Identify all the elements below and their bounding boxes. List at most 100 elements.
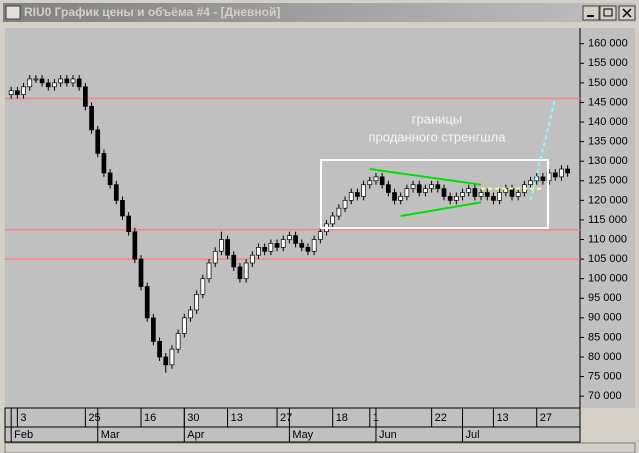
candle-body bbox=[287, 235, 292, 240]
candle-body bbox=[64, 78, 70, 84]
annotation: границы bbox=[412, 111, 462, 126]
candle-body bbox=[330, 215, 336, 225]
candle-body bbox=[219, 239, 224, 252]
candle-body bbox=[151, 317, 156, 342]
maximize-button[interactable] bbox=[599, 5, 617, 21]
candle-body bbox=[355, 192, 360, 197]
candle-body bbox=[293, 235, 298, 244]
trendline bbox=[369, 168, 482, 186]
candle-body bbox=[484, 192, 490, 197]
candle-body bbox=[101, 153, 107, 174]
month-label: Apr bbox=[187, 429, 204, 441]
candle-body bbox=[398, 196, 404, 201]
y-tick-label: 160 000 bbox=[588, 38, 628, 50]
x-tick-label: 22 bbox=[435, 412, 447, 424]
candle-body bbox=[138, 258, 144, 287]
y-tick-label: 85 000 bbox=[588, 331, 622, 343]
candle-body bbox=[509, 188, 515, 197]
x-tick-label: 27 bbox=[540, 412, 552, 424]
candle-body bbox=[385, 184, 391, 193]
trendline bbox=[400, 201, 482, 218]
candle-body bbox=[515, 192, 521, 197]
candle-body bbox=[237, 266, 243, 280]
candle-body bbox=[132, 231, 138, 260]
candle-body bbox=[231, 254, 237, 268]
candle-body bbox=[342, 200, 348, 209]
candle-body bbox=[27, 78, 33, 88]
candle-body bbox=[243, 262, 249, 280]
candle-body bbox=[8, 90, 14, 95]
candle-body bbox=[120, 200, 125, 217]
x-tick-label: 25 bbox=[88, 412, 100, 424]
candle-body bbox=[256, 247, 261, 256]
candle-body bbox=[262, 247, 268, 252]
candle-body bbox=[565, 168, 570, 174]
y-tick-label: 135 000 bbox=[588, 136, 628, 148]
scrollbar[interactable] bbox=[4, 442, 636, 453]
candle-body bbox=[157, 340, 162, 358]
y-tick-label: 150 000 bbox=[588, 77, 628, 89]
candle-body bbox=[478, 192, 484, 197]
candle-body bbox=[181, 317, 187, 334]
y-tick-label: 140 000 bbox=[588, 116, 628, 128]
month-label: May bbox=[292, 429, 313, 441]
y-tick-label: 155 000 bbox=[588, 57, 628, 69]
candle-body bbox=[361, 184, 366, 197]
candle-body bbox=[280, 239, 286, 248]
candle-body bbox=[188, 309, 193, 319]
y-tick-label: 105 000 bbox=[588, 253, 628, 265]
candle-body bbox=[21, 86, 26, 95]
candle-body bbox=[95, 129, 101, 154]
y-tick-label: 100 000 bbox=[588, 273, 628, 285]
candle-body bbox=[392, 192, 397, 201]
annotation: проданного стренгшла bbox=[369, 129, 507, 144]
candle-body bbox=[126, 215, 132, 233]
candle-body bbox=[559, 168, 564, 178]
candle-body bbox=[70, 78, 76, 84]
y-tick-label: 70 000 bbox=[588, 390, 622, 402]
candle-body bbox=[206, 262, 212, 280]
y-tick-label: 90 000 bbox=[588, 312, 622, 324]
candle-body bbox=[107, 172, 113, 186]
y-tick-label: 130 000 bbox=[588, 155, 628, 167]
candle-body bbox=[317, 231, 323, 240]
y-tick-label: 80 000 bbox=[588, 351, 622, 363]
candle-body bbox=[175, 333, 181, 350]
candle-body bbox=[76, 78, 82, 88]
y-tick-label: 145 000 bbox=[588, 96, 628, 108]
window-buttons[interactable] bbox=[582, 5, 636, 21]
candle-body bbox=[410, 184, 416, 189]
candle-body bbox=[336, 207, 342, 217]
candle-body bbox=[552, 172, 558, 178]
candle-body bbox=[52, 82, 57, 88]
y-tick-label: 115 000 bbox=[588, 214, 627, 226]
candle-body bbox=[15, 90, 20, 95]
window-icon bbox=[5, 5, 21, 20]
candle-body bbox=[429, 184, 434, 189]
candle-body bbox=[225, 239, 230, 256]
candle-body bbox=[435, 184, 441, 189]
candle-body bbox=[163, 356, 169, 366]
date-axis bbox=[4, 407, 581, 443]
candle-body bbox=[453, 196, 459, 201]
candle-body bbox=[83, 86, 88, 107]
candle-body bbox=[497, 192, 502, 201]
candle-body bbox=[423, 188, 428, 193]
candle-body bbox=[33, 78, 39, 81]
candle-body bbox=[447, 196, 453, 201]
month-label: Mar bbox=[101, 429, 120, 441]
candle-body bbox=[311, 239, 317, 252]
y-tick-label: 95 000 bbox=[588, 292, 622, 304]
x-tick-label: 30 bbox=[187, 412, 199, 424]
candle-body bbox=[528, 180, 533, 186]
candle-body bbox=[212, 250, 218, 264]
highlight-box bbox=[320, 159, 549, 229]
month-label: Jul bbox=[466, 429, 480, 441]
minimize-button[interactable] bbox=[582, 5, 600, 21]
x-tick-label: 16 bbox=[144, 412, 156, 424]
candle-body bbox=[367, 180, 373, 186]
candle-body bbox=[491, 196, 496, 201]
y-tick-label: 120 000 bbox=[588, 194, 628, 206]
